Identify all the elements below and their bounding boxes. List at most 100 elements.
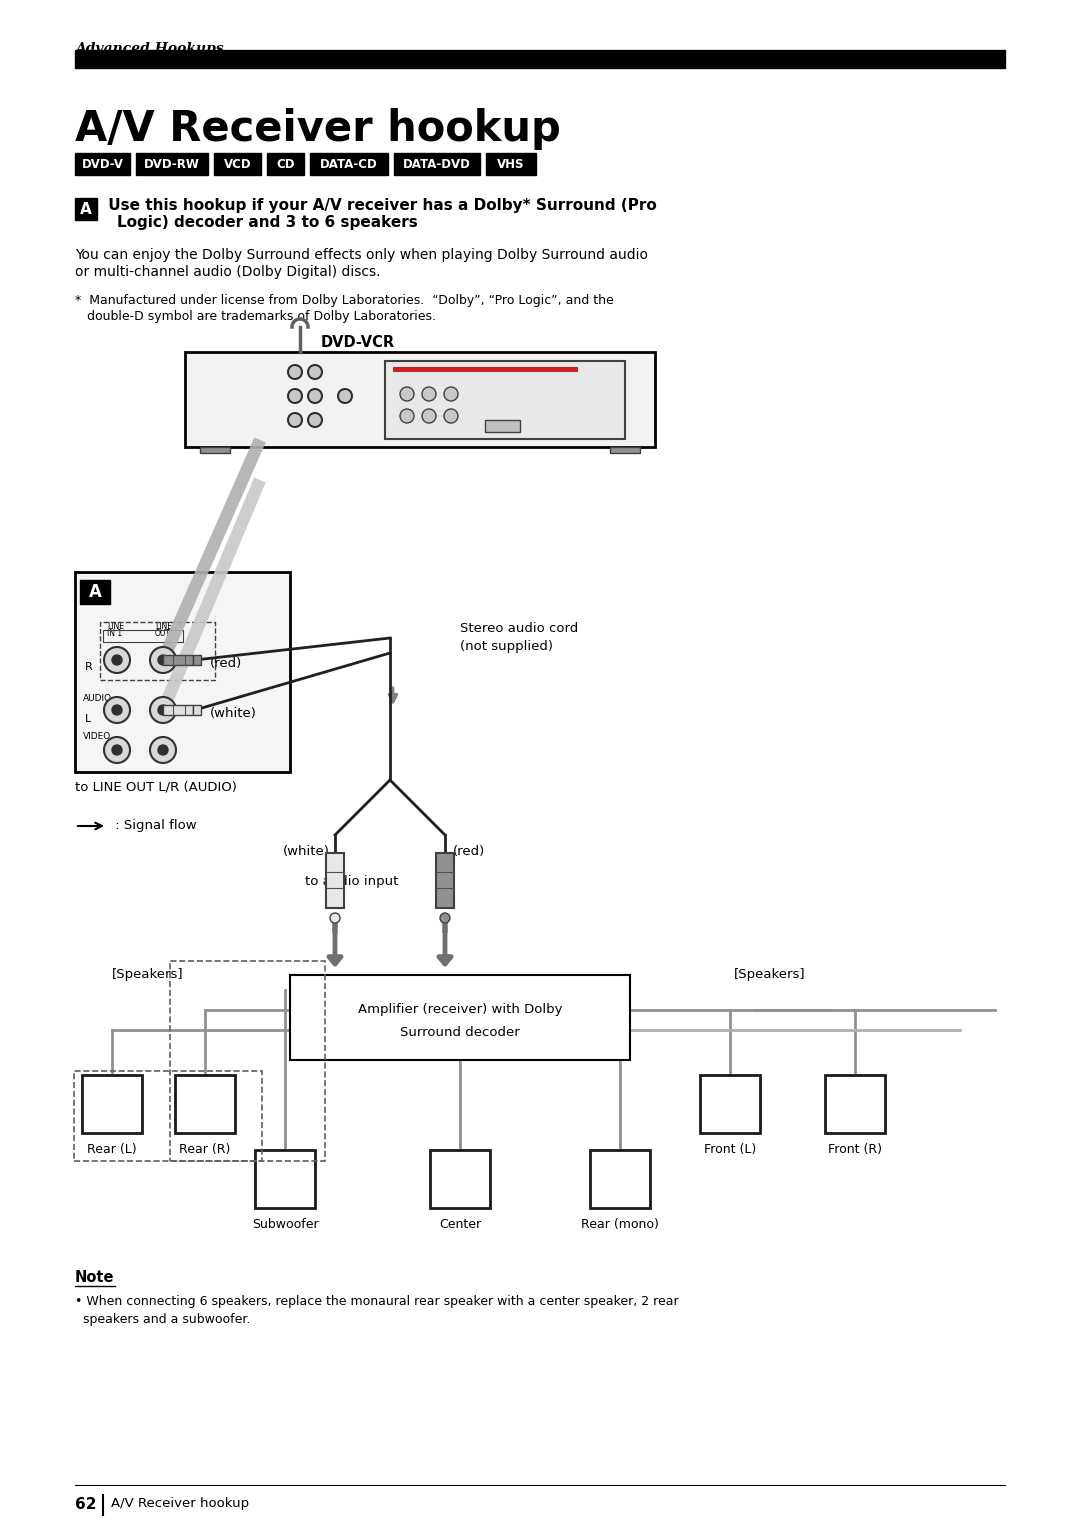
Text: AUDIO: AUDIO (83, 694, 112, 703)
Text: 62: 62 (75, 1497, 96, 1512)
Circle shape (422, 387, 436, 401)
Bar (267, 153, 303, 174)
Text: [Speakers]: [Speakers] (112, 968, 184, 982)
Bar (163, 654, 193, 665)
Bar (200, 446, 230, 453)
Text: (white): (white) (210, 706, 257, 720)
Text: (red): (red) (210, 657, 242, 670)
Circle shape (338, 388, 352, 404)
Text: VCD: VCD (224, 157, 252, 171)
Circle shape (104, 737, 130, 763)
Circle shape (444, 387, 458, 401)
Circle shape (422, 408, 436, 424)
Bar (394, 153, 480, 174)
Circle shape (158, 654, 168, 665)
Text: DVD-VCR: DVD-VCR (321, 335, 394, 350)
Circle shape (150, 697, 176, 723)
Text: Stereo audio cord: Stereo audio cord (460, 622, 578, 635)
Text: Rear (R): Rear (R) (179, 1144, 231, 1156)
Text: Surround decoder: Surround decoder (400, 1026, 519, 1040)
Bar (75, 153, 130, 174)
Bar (75, 197, 97, 220)
Circle shape (308, 365, 322, 379)
Circle shape (104, 647, 130, 673)
Text: (white): (white) (283, 846, 330, 858)
Bar (75, 1070, 262, 1161)
Circle shape (104, 697, 130, 723)
Bar (326, 853, 345, 908)
Text: You can enjoy the Dolby Surround effects only when playing Dolby Surround audio: You can enjoy the Dolby Surround effects… (75, 248, 648, 261)
Bar (193, 705, 201, 716)
Text: LINE: LINE (107, 622, 124, 631)
Text: CD: CD (276, 157, 295, 171)
Circle shape (288, 365, 302, 379)
Circle shape (150, 737, 176, 763)
Text: VIDEO: VIDEO (83, 732, 111, 742)
Circle shape (440, 913, 450, 924)
Bar (384, 361, 625, 439)
Text: Front (R): Front (R) (828, 1144, 882, 1156)
Bar (75, 50, 1005, 67)
Circle shape (112, 705, 122, 716)
Bar (610, 446, 640, 453)
Text: Logic) decoder and 3 to 6 speakers: Logic) decoder and 3 to 6 speakers (117, 216, 418, 229)
Bar (825, 1075, 885, 1133)
Bar (436, 853, 454, 908)
Bar (185, 352, 654, 446)
Text: Note: Note (75, 1271, 114, 1284)
Text: L: L (85, 714, 91, 725)
Text: Amplifier (receiver) with Dolby: Amplifier (receiver) with Dolby (357, 1003, 563, 1017)
Text: A: A (89, 583, 102, 601)
Text: Rear (L): Rear (L) (87, 1144, 137, 1156)
Circle shape (150, 647, 176, 673)
Text: OUT: OUT (156, 628, 171, 638)
Text: VHS: VHS (497, 157, 525, 171)
Text: LINE: LINE (156, 622, 172, 631)
Text: A/V Receiver hookup: A/V Receiver hookup (111, 1497, 249, 1511)
Text: R: R (85, 662, 93, 673)
Text: IN 1: IN 1 (107, 628, 122, 638)
Bar (214, 153, 261, 174)
Text: DVD-V: DVD-V (81, 157, 123, 171)
Text: : Signal flow: : Signal flow (111, 820, 197, 832)
Text: to LINE OUT L/R (AUDIO): to LINE OUT L/R (AUDIO) (75, 780, 237, 794)
Text: DATA-CD: DATA-CD (320, 157, 378, 171)
Bar (393, 367, 578, 372)
Text: Rear (mono): Rear (mono) (581, 1219, 659, 1231)
Circle shape (158, 705, 168, 716)
Bar (255, 1150, 315, 1208)
Text: Subwoofer: Subwoofer (252, 1219, 319, 1231)
Bar (193, 654, 201, 665)
Bar (291, 976, 630, 1060)
Text: *  Manufactured under license from Dolby Laboratories.  “Dolby”, “Pro Logic”, an: * Manufactured under license from Dolby … (75, 294, 613, 307)
Bar (485, 420, 519, 433)
Circle shape (308, 413, 322, 427)
Text: Use this hookup if your A/V receiver has a Dolby* Surround (Pro: Use this hookup if your A/V receiver has… (103, 197, 657, 213)
Circle shape (330, 913, 340, 924)
Circle shape (288, 388, 302, 404)
Text: Center: Center (438, 1219, 481, 1231)
Bar (170, 962, 325, 1161)
Circle shape (308, 388, 322, 404)
Text: DVD-RW: DVD-RW (144, 157, 200, 171)
Circle shape (400, 387, 414, 401)
Text: (not supplied): (not supplied) (460, 641, 553, 653)
Bar (80, 579, 110, 604)
Bar (82, 1075, 141, 1133)
Circle shape (444, 408, 458, 424)
Text: double-D symbol are trademarks of Dolby Laboratories.: double-D symbol are trademarks of Dolby … (75, 310, 436, 323)
Circle shape (400, 408, 414, 424)
Text: • When connecting 6 speakers, replace the monaural rear speaker with a center sp: • When connecting 6 speakers, replace th… (75, 1295, 678, 1307)
Bar (163, 705, 193, 716)
Bar (486, 153, 536, 174)
Bar (430, 1150, 490, 1208)
Circle shape (112, 745, 122, 755)
Circle shape (158, 745, 168, 755)
Text: Advanced Hookups: Advanced Hookups (75, 41, 224, 57)
Text: A: A (80, 202, 92, 217)
Text: DATA-DVD: DATA-DVD (403, 157, 471, 171)
Bar (136, 153, 208, 174)
Bar (100, 622, 215, 680)
Text: speakers and a subwoofer.: speakers and a subwoofer. (75, 1313, 251, 1326)
Text: (red): (red) (453, 846, 485, 858)
